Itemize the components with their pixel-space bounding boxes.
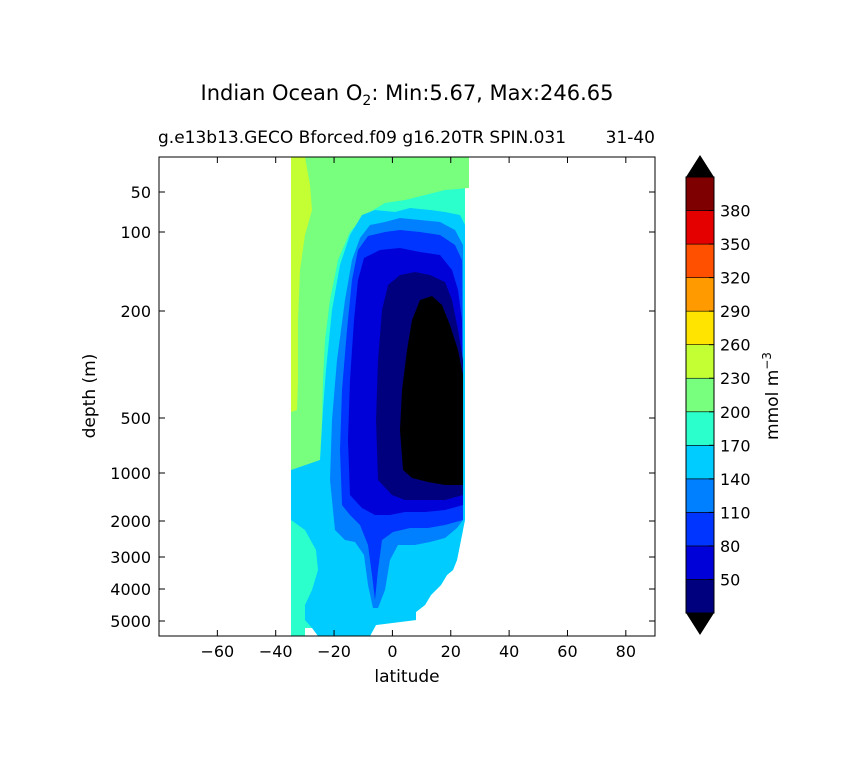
- colorbar-segment: [685, 243, 715, 278]
- chart-title: Indian Ocean O2: Min:5.67, Max:246.65: [201, 81, 614, 109]
- colorbar-tick-label: 110: [720, 503, 751, 522]
- x-tick-label: 60: [557, 642, 577, 661]
- colorbar-segment: [685, 411, 715, 446]
- colorbar-tick-label: 50: [720, 570, 740, 589]
- x-axis-label: latitude: [374, 667, 439, 687]
- colorbar-tick-label: 320: [720, 269, 751, 288]
- y-tick-label: 1000: [110, 464, 151, 483]
- colorbar-label: mmol m−3: [760, 352, 783, 440]
- colorbar-tick-label: 230: [720, 369, 751, 388]
- colorbar-extend-high: [686, 155, 714, 177]
- contour-band-230-260: [291, 157, 312, 412]
- contour-band-below-20: [400, 296, 463, 485]
- colorbar-segment: [685, 310, 715, 345]
- colorbar-tick-label: 260: [720, 336, 751, 355]
- y-tick-label: 500: [120, 409, 151, 428]
- colorbar-tick-label: 290: [720, 302, 751, 321]
- colorbar-tick-label: 80: [720, 537, 740, 556]
- colorbar-tick-label: 170: [720, 436, 751, 455]
- colorbar-segment: [685, 277, 715, 312]
- colorbar-segment: [685, 445, 715, 480]
- y-axis: 50 100 200 500 1000 2000 3000 4000 5000: [110, 183, 655, 631]
- x-axis: −60 −40 −20 0 20 40 60 80: [200, 157, 636, 661]
- chart-subtitle-right: 31-40: [606, 128, 655, 148]
- colorbar-tick-label: 380: [720, 202, 751, 221]
- colorbar-segment: [685, 478, 715, 513]
- plot-frame: [158, 156, 656, 637]
- colorbar-segment: [685, 512, 715, 547]
- y-tick-label: 3000: [110, 548, 151, 567]
- x-tick-label: 80: [616, 642, 636, 661]
- plot-area: −60 −40 −20 0 20 40 60 80 50 100 200 500 1000 2000 30…: [80, 156, 656, 687]
- y-tick-label: 50: [131, 183, 151, 202]
- chart-subtitle-left: g.e13b13.GECO Bforced.f09 g16.20TR SPIN.…: [158, 128, 566, 148]
- x-tick-label: −40: [259, 642, 293, 661]
- contour-field: [291, 157, 469, 636]
- colorbar-tick-label: 140: [720, 470, 751, 489]
- x-tick-label: −60: [200, 642, 234, 661]
- colorbar-frame: [685, 176, 715, 614]
- x-tick-label: 40: [499, 642, 519, 661]
- colorbar-segment: [685, 579, 715, 614]
- colorbar-segment: [685, 545, 715, 580]
- x-tick-label: −20: [317, 642, 351, 661]
- colorbar-tick-label: 350: [720, 235, 751, 254]
- y-tick-label: 200: [120, 302, 151, 321]
- x-tick-label: 20: [441, 642, 461, 661]
- colorbar-segment: [685, 377, 715, 413]
- y-tick-label: 5000: [110, 612, 151, 631]
- x-tick-label: 0: [387, 642, 397, 661]
- contour-band-200-230: [291, 157, 469, 470]
- y-tick-label: 2000: [110, 512, 151, 531]
- y-tick-label: 4000: [110, 580, 151, 599]
- y-tick-label: 100: [120, 223, 151, 242]
- colorbar-tick-label: 200: [720, 403, 751, 422]
- y-axis-label: depth (m): [80, 354, 100, 439]
- colorbar-segment: [685, 176, 715, 211]
- colorbar: 50 80 110 140 170 200 230 260 290 320 350 380: [685, 155, 751, 635]
- colorbar-segment: [685, 210, 715, 245]
- colorbar-extend-low: [686, 613, 714, 635]
- colorbar-segment: [685, 344, 715, 379]
